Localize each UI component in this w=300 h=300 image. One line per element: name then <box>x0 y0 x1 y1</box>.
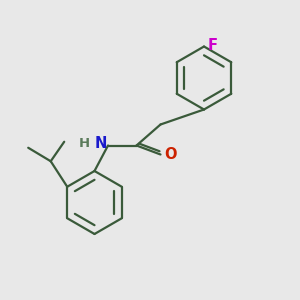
Text: F: F <box>208 38 218 53</box>
Text: O: O <box>164 147 177 162</box>
Text: N: N <box>94 136 106 151</box>
Text: H: H <box>78 136 89 150</box>
